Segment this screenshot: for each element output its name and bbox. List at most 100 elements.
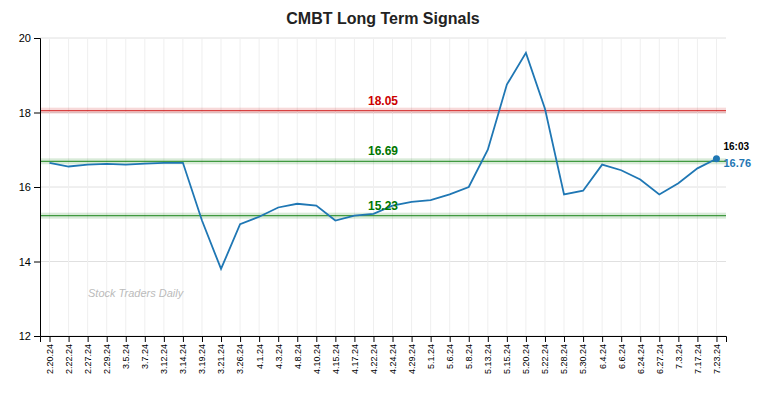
x-tick: 4.17.24 <box>350 336 360 374</box>
x-tick-label: 5.13.24 <box>483 344 493 374</box>
x-tick-label: 3.26.24 <box>235 344 245 374</box>
x-tick: 4.29.24 <box>407 336 417 374</box>
grid <box>40 38 726 336</box>
x-tick-mark <box>145 336 146 342</box>
x-tick-label: 3.5.24 <box>121 344 131 369</box>
grid-line-x <box>659 38 660 336</box>
reference-label: 16.69 <box>368 144 398 158</box>
x-tick: 6.24.24 <box>636 336 646 374</box>
x-tick-label: 5.22.24 <box>540 344 550 374</box>
annotation: 16.76 <box>723 157 751 169</box>
x-tick: 4.8.24 <box>293 336 303 369</box>
watermark: Stock Traders Daily <box>88 287 185 299</box>
x-tick-mark <box>316 336 317 342</box>
y-tick-label: 18 <box>19 107 31 119</box>
x-tick: 5.30.24 <box>578 336 588 374</box>
x-tick: 5.28.24 <box>559 336 569 374</box>
x-tick-label: 2.29.24 <box>102 344 112 374</box>
x-tick: 2.29.24 <box>102 336 112 374</box>
x-tick-label: 5.6.24 <box>445 344 455 369</box>
x-axis: 2.20.24 2.22.24 2.27.24 2.29.24 3.5.24 3.7.24… <box>41 336 727 374</box>
x-tick-label: 5.8.24 <box>464 344 474 369</box>
x-tick-label: 4.24.24 <box>388 344 398 374</box>
x-tick-mark <box>469 336 470 342</box>
x-tick-label: 4.8.24 <box>293 344 303 369</box>
reference-line <box>40 110 726 111</box>
x-tick: 7.17.24 <box>693 336 703 374</box>
x-tick-label: 3.7.24 <box>140 344 150 369</box>
x-tick-mark <box>393 336 394 342</box>
x-tick: 6.27.24 <box>655 336 665 374</box>
y-tick: 14 <box>19 256 40 268</box>
grid-line-x <box>716 38 717 336</box>
x-tick-label: 4.22.24 <box>369 344 379 374</box>
x-tick-mark <box>526 336 527 342</box>
x-tick-label: 6.6.24 <box>617 344 627 369</box>
x-tick-mark <box>507 336 508 342</box>
x-tick-mark <box>412 336 413 342</box>
x-tick-mark <box>697 336 698 342</box>
x-tick: 5.15.24 <box>502 336 512 374</box>
x-tick: 7.23.24 <box>712 336 722 374</box>
grid-line-x <box>449 38 450 336</box>
grid-line-y <box>40 261 726 262</box>
x-tick-mark <box>126 336 127 342</box>
x-tick-label: 7.17.24 <box>693 344 703 374</box>
x-tick: 3.12.24 <box>159 336 169 374</box>
x-tick: 5.13.24 <box>483 336 493 374</box>
x-tick: 2.22.24 <box>64 336 74 374</box>
x-tick-mark <box>259 336 260 342</box>
grid-line-x <box>487 38 488 336</box>
x-tick-mark <box>221 336 222 342</box>
x-tick-label: 6.24.24 <box>636 344 646 374</box>
grid-line-y <box>40 38 726 39</box>
marks <box>40 53 726 269</box>
grid-line-x <box>621 38 622 336</box>
grid-line-x <box>221 38 222 336</box>
grid-line-x <box>354 38 355 336</box>
x-tick-mark <box>659 336 660 342</box>
y-tick-mark <box>34 262 40 263</box>
x-tick-label: 4.29.24 <box>407 344 417 374</box>
grid-line-x <box>240 38 241 336</box>
x-tick-label: 2.22.24 <box>64 344 74 374</box>
y-tick-mark <box>34 113 40 114</box>
y-tick-label: 12 <box>19 330 31 342</box>
grid-line-x <box>373 38 374 336</box>
x-tick-label: 5.20.24 <box>521 344 531 374</box>
reference-line <box>40 161 726 162</box>
reference-band <box>40 108 726 114</box>
x-tick-label: 6.4.24 <box>598 344 608 369</box>
x-tick: 4.22.24 <box>369 336 379 374</box>
grid-line-x <box>697 38 698 336</box>
x-tick-label: 2.27.24 <box>83 344 93 374</box>
x-axis-line <box>41 337 727 343</box>
x-tick-label: 3.19.24 <box>197 344 207 374</box>
x-tick-label: 4.1.24 <box>255 344 265 369</box>
x-tick-label: 2.20.24 <box>45 344 55 374</box>
reference-label: 15.23 <box>368 199 398 213</box>
grid-line-x <box>564 38 565 336</box>
grid-line-x <box>49 38 50 336</box>
x-tick: 4.15.24 <box>331 336 341 374</box>
x-tick-mark <box>583 336 584 342</box>
x-tick: 4.24.24 <box>388 336 398 374</box>
x-tick: 5.8.24 <box>464 336 474 369</box>
x-tick-label: 6.27.24 <box>655 344 665 374</box>
x-tick-mark <box>202 336 203 342</box>
x-tick-label: 4.10.24 <box>312 344 322 374</box>
y-tick: 16 <box>19 181 40 193</box>
chart: Stock Traders Daily18.0516.6915.2316:031… <box>0 0 784 398</box>
grid-line-x <box>68 38 69 336</box>
grid-line-x <box>544 38 545 336</box>
reference-line <box>40 215 726 216</box>
grid-line-x <box>201 38 202 336</box>
x-tick-label: 5.28.24 <box>559 344 569 374</box>
price-line <box>50 53 717 269</box>
x-tick-label: 4.3.24 <box>274 344 284 369</box>
x-tick-label: 3.21.24 <box>216 344 226 374</box>
y-tick-label: 14 <box>19 256 31 268</box>
x-tick-mark <box>373 336 374 342</box>
y-tick-label: 16 <box>19 181 31 193</box>
x-tick: 5.22.24 <box>540 336 550 374</box>
